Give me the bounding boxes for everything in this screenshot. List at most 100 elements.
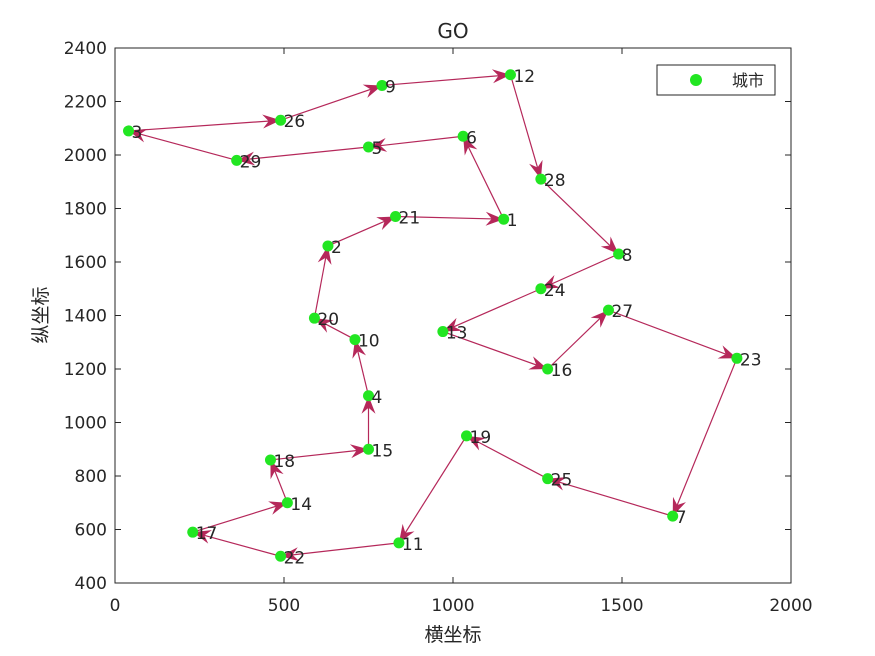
city-point <box>613 248 625 260</box>
y-tick-label: 600 <box>75 521 107 541</box>
city-label: 8 <box>622 246 633 266</box>
x-tick-label: 2000 <box>769 596 812 616</box>
plot-area <box>114 47 792 584</box>
city-label: 23 <box>740 350 762 370</box>
city-label: 22 <box>284 548 306 568</box>
route-segment <box>280 84 383 121</box>
axis-ticks: 0 500 1000 1500 2000 400 600 800 1000 1200 1400 160… <box>64 39 813 616</box>
city-label: 15 <box>372 441 394 461</box>
city-point <box>376 79 388 91</box>
city-point <box>264 454 276 466</box>
route-arrowhead <box>361 395 376 414</box>
route-layer <box>128 69 738 562</box>
route-arrowhead <box>376 216 396 231</box>
city-label: 18 <box>273 452 295 472</box>
city-point <box>308 312 320 324</box>
city-label: 26 <box>284 112 306 132</box>
y-tick-label: 800 <box>75 467 107 487</box>
route-segment <box>547 309 609 370</box>
city-point <box>390 211 402 223</box>
route-arrowhead <box>236 151 256 166</box>
city-label: 27 <box>611 302 633 322</box>
city-point <box>437 326 449 338</box>
city-point <box>275 114 287 126</box>
legend-box <box>656 64 776 96</box>
route-segment <box>547 478 673 517</box>
y-tick-label: 1800 <box>64 200 107 220</box>
route-segment <box>672 358 738 517</box>
city-label: 9 <box>385 77 396 97</box>
route-segment <box>128 130 237 161</box>
city-label: 25 <box>551 471 573 491</box>
x-tick-label: 0 <box>110 596 121 616</box>
route-arrowhead <box>398 523 415 543</box>
route-segment <box>442 330 548 370</box>
city-label: 5 <box>372 139 383 159</box>
route-arrowhead <box>270 459 284 480</box>
route-segment <box>540 253 619 290</box>
city-label: 29 <box>240 152 262 172</box>
city-label: 7 <box>676 508 687 528</box>
route-segment <box>466 435 548 480</box>
x-tick-label: 1000 <box>431 596 474 616</box>
y-tick-label: 400 <box>75 574 107 594</box>
x-tick-label: 500 <box>268 596 300 616</box>
route-arrowhead <box>262 114 281 129</box>
city-point <box>187 526 199 538</box>
city-point <box>363 141 374 153</box>
route-segment <box>192 531 281 557</box>
route-arrowhead <box>466 435 486 451</box>
route-segment <box>192 502 288 533</box>
route-arrowhead <box>540 275 561 289</box>
y-tick-label: 1000 <box>64 414 107 434</box>
y-tick-label: 2400 <box>64 39 107 59</box>
route-arrowhead <box>717 345 737 359</box>
route-segment <box>442 288 542 333</box>
route-segment <box>381 74 511 87</box>
y-tick-label: 1200 <box>64 360 107 380</box>
route-arrowhead <box>528 356 548 370</box>
city-labels: 1234567891011121314151617181920212223242… <box>132 67 762 569</box>
city-point <box>542 473 554 485</box>
city-point <box>123 125 135 137</box>
city-label: 19 <box>470 428 492 448</box>
city-point <box>363 390 374 402</box>
city-point <box>281 497 293 509</box>
route-segment <box>509 74 542 180</box>
city-points <box>123 69 743 562</box>
route-arrowhead <box>672 496 686 517</box>
city-label: 20 <box>317 310 339 330</box>
city-label: 3 <box>132 123 143 143</box>
legend-label: 城市 <box>732 71 764 90</box>
y-axis-label: 纵坐标 <box>30 286 52 343</box>
route-segment <box>327 215 396 247</box>
route-arrowhead <box>349 444 369 459</box>
city-label: 12 <box>513 67 535 87</box>
legend-marker <box>690 74 702 86</box>
route-arrowhead <box>463 136 478 156</box>
city-point <box>275 550 287 562</box>
y-tick-label: 2000 <box>64 146 107 166</box>
city-label: 1 <box>507 211 518 231</box>
city-point <box>461 430 473 442</box>
city-label: 4 <box>372 388 383 408</box>
route-segment <box>398 435 468 544</box>
route-segment <box>368 135 464 148</box>
city-point <box>535 283 547 295</box>
route-arrowhead <box>368 137 388 152</box>
route-segment <box>395 215 504 220</box>
route-arrowhead <box>491 69 511 84</box>
route-segment <box>270 448 369 461</box>
city-point <box>535 173 547 185</box>
city-point <box>393 537 405 549</box>
city-label: 10 <box>358 332 380 352</box>
route-arrowhead <box>590 310 609 328</box>
city-label: 24 <box>544 281 566 301</box>
route-segment <box>313 245 329 319</box>
city-label: 16 <box>551 361 573 381</box>
route-arrowhead <box>280 547 300 562</box>
route-arrowhead <box>485 211 504 226</box>
city-point <box>349 334 361 346</box>
city-point <box>731 352 743 364</box>
